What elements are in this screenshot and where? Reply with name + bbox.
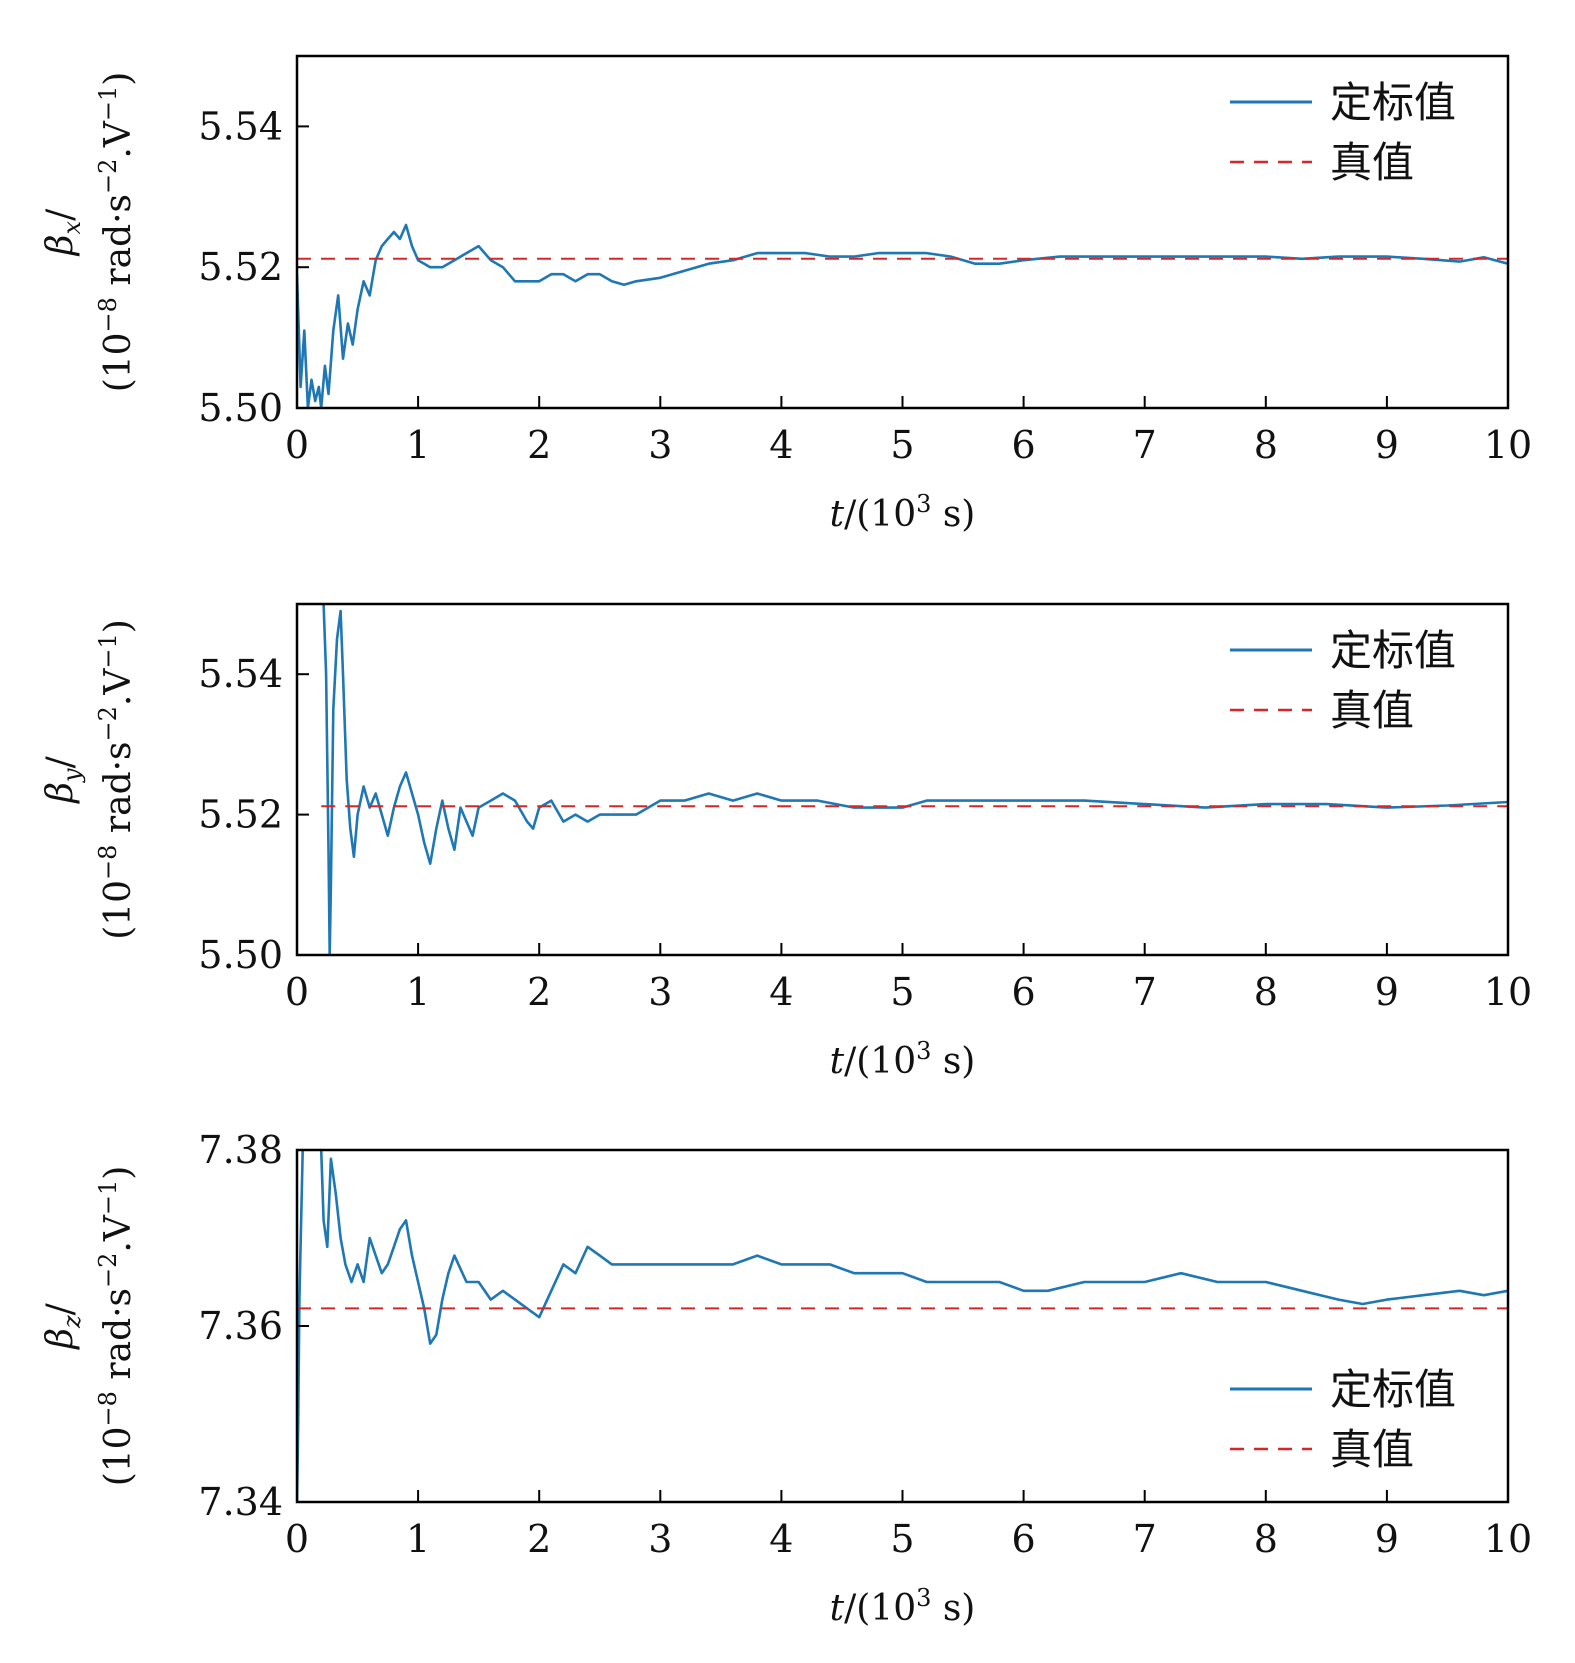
legend-label: 真值 [1330,686,1414,735]
chart-panel-3: 0 1 2 3 4 5 6 7 8 9 10 7.34 7.36 7.38 t/(103 s) βz/(10−… [40,1128,1532,1629]
x-axis-label: t/(103 s) [830,1584,976,1629]
x-tick-label: 8 [1254,970,1278,1014]
plot-frame [295,54,1510,410]
x-tick-label: 6 [1012,1517,1036,1561]
legend-label: 定标值 [1330,1365,1456,1414]
x-tick-label: 4 [769,1517,793,1561]
x-tick-label: 2 [527,423,551,467]
x-tick-label: 9 [1375,1517,1399,1561]
chart-panel-1: 0 1 2 3 4 5 6 7 8 9 10 5.50 5.52 5.54 t/(103 s) βx/(10−… [40,54,1532,535]
x-tick-label: 7 [1133,1517,1157,1561]
x-tick-label: 1 [406,1517,430,1561]
x-tick-label: 10 [1484,1517,1532,1561]
y-tick-label: 5.50 [198,933,283,977]
x-tick-label: 6 [1012,423,1036,467]
x-tick-label: 4 [769,970,793,1014]
legend-label: 真值 [1330,1425,1414,1474]
x-tick-label: 10 [1484,423,1532,467]
x-tick-label: 0 [285,1517,309,1561]
x-tick-label: 7 [1133,970,1157,1014]
x-tick-label: 5 [890,970,914,1014]
x-tick-label: 2 [527,1517,551,1561]
y-tick-label: 5.52 [198,793,283,837]
x-tick-label: 6 [1012,970,1036,1014]
y-tick-label: 7.36 [198,1304,283,1348]
x-tick-label: 3 [648,1517,672,1561]
x-tick-label: 1 [406,970,430,1014]
x-tick-label: 7 [1133,423,1157,467]
x-tick-label: 0 [285,970,309,1014]
y-axis-label-unit: (10−8 rad·s−2.V−1) [94,72,139,393]
x-tick-label: 5 [890,423,914,467]
plot-frame [295,602,1510,957]
legend-label: 定标值 [1330,626,1456,675]
plot-frame [295,1148,1510,1504]
x-tick-label: 2 [527,970,551,1014]
y-tick-label: 5.52 [198,245,283,289]
calibrated-series-line [297,223,1508,408]
x-axis-label: t/(103 s) [830,1037,976,1082]
y-tick-label: 5.50 [198,386,283,430]
x-tick-label: 0 [285,423,309,467]
y-tick-label: 7.38 [198,1128,283,1172]
x-axis-label: t/(103 s) [830,490,976,535]
legend-label: 定标值 [1330,78,1456,127]
x-tick-label: 9 [1375,423,1399,467]
y-axis-label: βz/(10−8 rad·s−2.V−1) [40,1166,139,1487]
x-tick-label: 3 [648,423,672,467]
y-tick-label: 5.54 [198,652,283,696]
y-tick-label: 5.54 [198,104,283,148]
x-tick-label: 8 [1254,423,1278,467]
calibrated-series-line [297,1150,1508,1502]
legend-label: 真值 [1330,138,1414,187]
y-axis-label-symbol: βz/ [40,1302,86,1350]
y-axis-label-unit: (10−8 rad·s−2.V−1) [94,1166,139,1487]
chart-panel-2: 0 1 2 3 4 5 6 7 8 9 10 5.50 5.52 5.54 t/(103 s) βy/(10−… [40,602,1532,1082]
y-axis-label-symbol: βx/ [40,208,86,257]
y-tick-label: 7.34 [198,1480,283,1524]
x-tick-label: 4 [769,423,793,467]
y-axis-label-symbol: βy/ [40,755,86,804]
x-tick-label: 1 [406,423,430,467]
x-tick-label: 3 [648,970,672,1014]
x-tick-label: 10 [1484,970,1532,1014]
y-axis-label: βx/(10−8 rad·s−2.V−1) [40,72,139,393]
y-axis-label: βy/(10−8 rad·s−2.V−1) [40,619,139,940]
x-tick-label: 8 [1254,1517,1278,1561]
y-axis-label-unit: (10−8 rad·s−2.V−1) [94,619,139,940]
x-tick-label: 5 [890,1517,914,1561]
x-tick-label: 9 [1375,970,1399,1014]
